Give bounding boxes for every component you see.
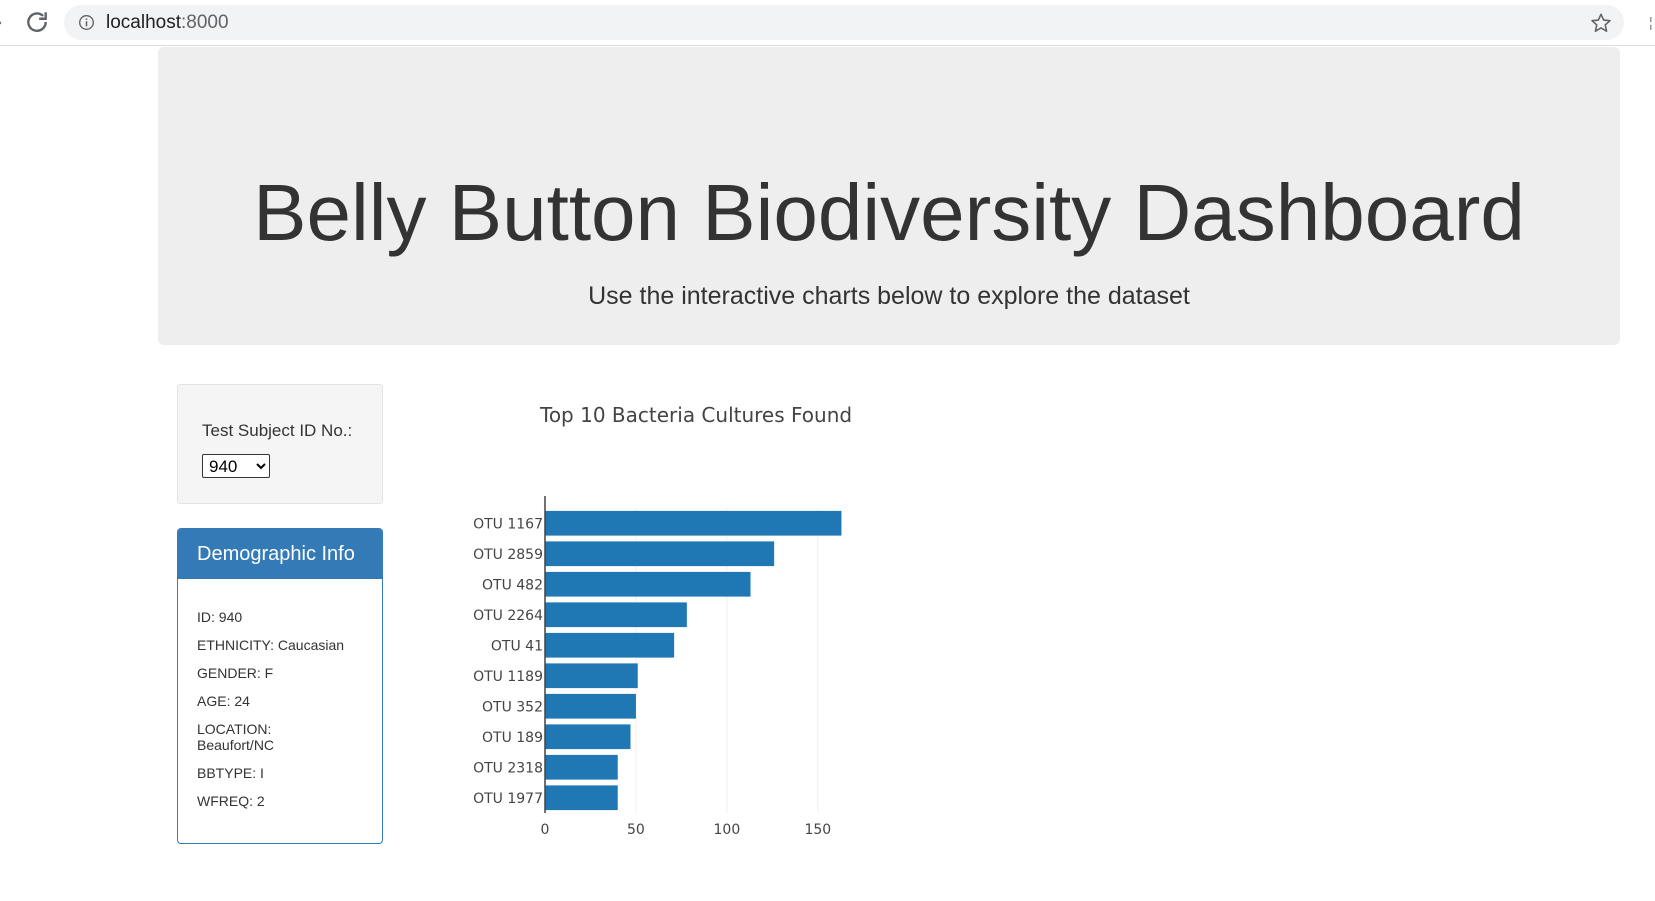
y-tick-label: OTU 189 [482,730,543,746]
y-tick-label: OTU 2318 [473,760,543,776]
header-jumbotron: Belly Button Biodiversity Dashboard Use … [158,47,1620,345]
demographic-gender: GENDER: F [197,665,274,681]
info-icon[interactable] [78,14,95,31]
demographic-panel-heading: Demographic Info [178,529,382,579]
address-bar[interactable]: localhost:8000 [64,5,1624,40]
bar [545,693,636,719]
bar [545,785,618,811]
y-tick-label: OTU 41 [491,638,543,654]
bar [545,602,687,628]
demographic-ethnicity: ETHNICITY: Caucasian [197,637,345,653]
y-tick-label: OTU 2264 [473,608,543,624]
url-port: :8000 [181,12,229,33]
x-tick-label: 50 [627,822,645,838]
y-tick-label: OTU 1189 [473,669,543,685]
bar [545,663,638,689]
bar [545,632,675,658]
chart-title: Top 10 Bacteria Cultures Found [539,403,852,427]
bar [545,754,618,780]
demographic-id: ID: 940 [197,609,243,625]
bar [545,510,842,536]
menu-edge-icon[interactable]: ¦ [1649,14,1653,30]
y-tick-label: OTU 1167 [473,516,543,532]
demographic-age: AGE: 24 [197,693,250,709]
url-host: localhost [106,12,181,33]
y-tick-label: OTU 1977 [473,791,543,807]
demographic-panel: Demographic Info ID: 940 ETHNICITY: Cauc… [177,528,383,844]
bar [545,541,775,567]
subject-selector-well: Test Subject ID No.: 940 [177,384,383,504]
bar-chart-svg: Top 10 Bacteria Cultures Found OTU 1167 OT… [473,403,852,838]
bar [545,724,631,750]
x-tick-label: 100 [714,822,741,838]
reload-icon[interactable] [24,9,50,35]
x-tick-label: 150 [804,822,831,838]
browser-toolbar: › localhost:8000 ¦ [0,0,1655,46]
page-subtitle: Use the interactive charts below to expl… [588,282,1190,310]
subject-id-select[interactable]: 940 [202,454,270,478]
demographic-location: LOCATION: Beaufort/NC [197,721,275,753]
demographic-wfreq: WFREQ: 2 [197,793,265,809]
bookmark-star-icon[interactable] [1590,12,1612,34]
y-tick-label: OTU 482 [482,577,543,593]
url-text[interactable]: localhost:8000 [106,12,229,33]
page-title: Belly Button Biodiversity Dashboard [253,168,1525,257]
bar [545,571,751,597]
y-tick-label: OTU 2859 [473,547,543,563]
subject-selector-label: Test Subject ID No.: [202,421,353,440]
demographic-bbtype: BBTYPE: I [197,765,264,781]
x-tick-label: 0 [541,822,550,838]
forward-icon[interactable]: › [0,10,8,34]
top10-bar-chart: Top 10 Bacteria Cultures Found OTU 1167 OT… [420,400,980,850]
y-tick-label: OTU 352 [482,699,543,715]
demographic-panel-body: ID: 940 ETHNICITY: Caucasian GENDER: F A… [178,579,382,809]
